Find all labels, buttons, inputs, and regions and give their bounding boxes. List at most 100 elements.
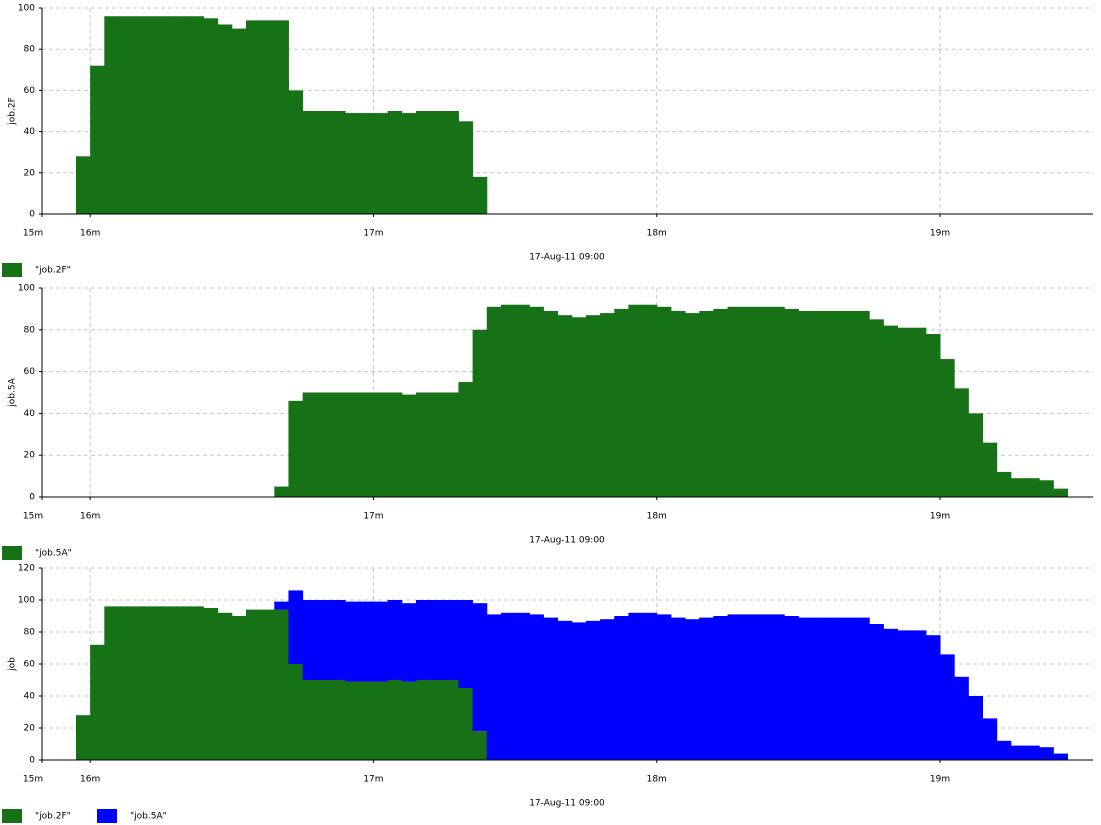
area-step: [373, 113, 389, 214]
area-step: [274, 609, 289, 760]
x-tick-label: 18m: [647, 229, 667, 239]
y-tick-label: 20: [24, 168, 36, 178]
area-step: [401, 681, 417, 760]
legend-swatch: [2, 263, 22, 277]
area-step: [883, 325, 899, 497]
area-step: [486, 614, 502, 760]
x-tick-label: 16m: [80, 775, 100, 785]
area-step: [1053, 753, 1069, 760]
legend-swatch: [2, 546, 22, 560]
area-step: [1039, 480, 1054, 497]
area-step: [798, 310, 814, 497]
area-step: [968, 413, 984, 497]
area-step: [614, 308, 629, 497]
area-step: [727, 614, 743, 760]
area-step: [387, 111, 403, 214]
area-step: [104, 16, 119, 214]
x-tick-label: 17m: [363, 512, 383, 522]
area-step: [345, 601, 360, 682]
area-step: [288, 400, 304, 497]
area-step: [486, 306, 502, 497]
area-step: [741, 614, 757, 760]
area-step: [231, 28, 247, 214]
area-step: [359, 681, 374, 760]
area-step: [515, 612, 530, 760]
area-step: [302, 680, 318, 760]
area-step: [699, 310, 714, 497]
area-step: [302, 111, 318, 214]
area-step: [132, 606, 148, 760]
area-step: [670, 617, 686, 760]
legend-swatch: [97, 809, 117, 823]
area-step: [373, 392, 389, 497]
area-step: [458, 121, 474, 214]
area-step: [75, 156, 91, 214]
area-step: [656, 306, 672, 497]
area-step: [940, 654, 955, 760]
area-step: [288, 664, 304, 760]
area-step: [458, 688, 474, 760]
y-tick-label: 120: [18, 564, 35, 574]
area-step: [330, 600, 346, 680]
area-step: [642, 612, 658, 760]
x-tick-label: 15m: [23, 512, 43, 522]
area-step: [925, 333, 941, 497]
area-step: [812, 310, 828, 497]
area-step: [982, 718, 998, 760]
area-step: [245, 20, 261, 214]
area-step: [245, 609, 261, 760]
x-tick-label: 19m: [930, 512, 950, 522]
y-tick-label: 40: [24, 692, 36, 702]
area-step: [529, 306, 544, 497]
y-tick-label: 80: [24, 628, 36, 638]
area-step: [444, 111, 459, 214]
y-tick-label: 60: [24, 660, 36, 670]
area-step: [90, 65, 105, 215]
area-step: [855, 310, 870, 497]
area-step: [387, 392, 403, 497]
area-step: [458, 382, 474, 497]
x-tick-label: 19m: [930, 775, 950, 785]
area-step: [274, 20, 289, 214]
x-tick-label: 18m: [647, 512, 667, 522]
area-step: [600, 313, 615, 497]
area-step: [812, 617, 828, 760]
area-step: [217, 612, 233, 760]
legend-swatch: [2, 809, 22, 823]
area-step: [387, 680, 403, 760]
y-tick-label: 20: [24, 451, 36, 461]
area-step: [755, 614, 771, 760]
area-step: [1039, 747, 1054, 760]
area-step: [685, 619, 700, 760]
area-step: [855, 617, 870, 760]
area-step: [911, 630, 927, 760]
area-step: [1010, 478, 1026, 497]
area-step: [1010, 745, 1026, 760]
area-step: [543, 310, 559, 497]
y-tick-label: 0: [29, 210, 35, 220]
legend-label: "job.5A": [130, 812, 167, 822]
area-step: [444, 680, 459, 760]
area-step: [401, 603, 417, 682]
area-step: [826, 310, 842, 497]
x-tick-label: 17m: [363, 775, 383, 785]
area-step: [359, 392, 374, 497]
area-step: [316, 680, 332, 760]
area-step: [472, 176, 488, 214]
area-step: [600, 619, 615, 760]
area-step: [614, 616, 629, 760]
x-axis-label: 17-Aug-11 09:00: [529, 536, 605, 546]
y-tick-label: 60: [24, 367, 36, 377]
area-step: [316, 111, 332, 214]
x-axis-label: 17-Aug-11 09:00: [529, 253, 605, 263]
area-step: [415, 680, 431, 760]
area-step: [869, 319, 884, 497]
area-step: [274, 601, 289, 610]
area-step: [954, 388, 969, 497]
area-step: [359, 113, 374, 214]
area-step: [515, 304, 530, 497]
area-step: [373, 681, 389, 760]
legend-label: "job.2F": [35, 812, 71, 822]
area-step: [345, 681, 360, 760]
area-step: [189, 16, 204, 214]
